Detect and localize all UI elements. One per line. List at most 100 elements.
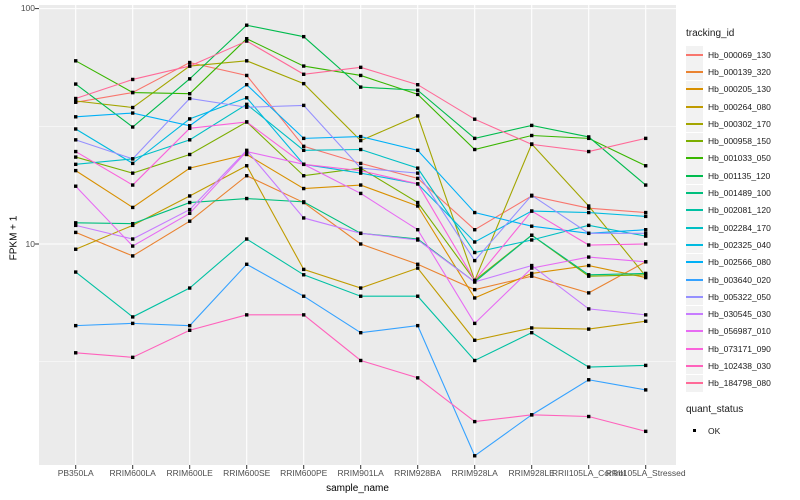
data-point <box>473 338 477 342</box>
data-point <box>473 228 477 232</box>
data-point <box>473 258 477 263</box>
legend-title-tracking-id: tracking_id <box>686 28 735 39</box>
data-point <box>416 200 420 205</box>
data-point <box>530 193 534 198</box>
data-point <box>245 120 249 124</box>
data-point <box>131 244 135 248</box>
data-point <box>644 183 648 187</box>
data-point <box>359 330 363 335</box>
data-point <box>359 231 363 236</box>
data-point <box>302 186 306 191</box>
data-point <box>131 205 135 210</box>
data-point <box>302 200 306 204</box>
data-point <box>245 105 249 109</box>
data-point <box>416 182 420 186</box>
legend-key <box>686 98 703 116</box>
line-swatch-icon <box>686 330 703 333</box>
y-axis-title: FPKM + 1 <box>8 215 20 261</box>
data-point <box>359 242 363 246</box>
legend-item-label: Hb_000264_080 <box>708 101 771 112</box>
data-point <box>416 171 420 175</box>
legend-key <box>686 184 703 202</box>
data-point <box>74 168 78 173</box>
data-point <box>302 64 306 68</box>
data-point <box>416 148 420 153</box>
data-point <box>188 323 192 328</box>
data-point <box>530 224 534 228</box>
data-point <box>188 126 192 131</box>
legend-item-label: Hb_002325_040 <box>708 239 771 250</box>
line-swatch-icon <box>686 364 703 367</box>
legend-item-label: Hb_056987_010 <box>708 326 771 337</box>
data-point <box>587 378 591 382</box>
data-point <box>416 83 420 87</box>
data-point <box>530 330 534 335</box>
data-point <box>644 228 648 232</box>
data-point <box>245 149 249 154</box>
data-point <box>302 174 306 178</box>
panel-background <box>39 5 676 465</box>
data-point <box>530 266 534 270</box>
legend-key <box>686 357 703 375</box>
legend-key-ok <box>686 422 703 439</box>
x-tick-label: PB350LA <box>57 468 94 478</box>
legend-item-label: Hb_003640_020 <box>708 274 771 285</box>
data-point <box>245 164 249 168</box>
legend-key <box>686 132 703 150</box>
data-point <box>416 238 420 242</box>
data-point <box>131 90 135 95</box>
data-point <box>530 142 534 147</box>
data-point <box>416 166 420 170</box>
data-point <box>587 204 591 208</box>
data-point <box>188 211 192 216</box>
legend-quant-status: quant_status OK <box>686 404 798 439</box>
data-point <box>416 114 420 118</box>
data-point <box>74 82 78 86</box>
data-point <box>473 240 477 244</box>
data-point <box>245 36 249 41</box>
data-point <box>302 294 306 298</box>
data-point <box>587 206 591 210</box>
data-point <box>416 262 420 266</box>
data-point <box>74 127 78 131</box>
y-tick-label: 10 <box>25 238 35 249</box>
data-point <box>473 136 477 141</box>
x-tick-label: RRIM928LA <box>451 468 498 478</box>
x-tick-label: RRIM600LA <box>109 468 156 478</box>
legend-key <box>686 271 703 288</box>
data-point <box>644 210 648 215</box>
legend-key <box>686 115 703 133</box>
legend-item-label: Hb_000958_150 <box>708 136 771 147</box>
data-point <box>587 327 591 331</box>
data-point <box>131 254 135 258</box>
x-tick-label: RRIM600LE <box>166 468 213 478</box>
data-point <box>644 136 648 141</box>
legend-key <box>686 63 703 81</box>
legend-item-label: Hb_184798_080 <box>708 378 771 389</box>
legend-item: Hb_003640_020 <box>686 271 798 288</box>
data-point <box>188 64 192 68</box>
legend-key <box>686 149 703 167</box>
data-point <box>74 223 78 228</box>
data-point <box>302 72 306 76</box>
y-tick-label: 100 <box>20 3 35 14</box>
legend-item: Hb_102438_030 <box>686 357 798 375</box>
legend-item-label: Hb_002284_170 <box>708 222 771 233</box>
data-point <box>473 147 477 152</box>
data-point <box>530 271 534 276</box>
data-point <box>644 164 648 168</box>
data-point <box>74 115 78 119</box>
data-point <box>473 287 477 292</box>
data-point <box>587 223 591 228</box>
data-point <box>644 388 648 392</box>
data-point <box>644 429 648 434</box>
data-point <box>302 148 306 153</box>
x-axis-title: sample_name <box>326 483 389 494</box>
data-point <box>473 210 477 215</box>
legend-item-label: Hb_000302_170 <box>708 118 771 129</box>
legend-item: Hb_001135_120 <box>686 167 798 185</box>
data-point <box>359 147 363 152</box>
legend-item: Hb_000205_130 <box>686 80 798 98</box>
data-point <box>74 99 78 103</box>
